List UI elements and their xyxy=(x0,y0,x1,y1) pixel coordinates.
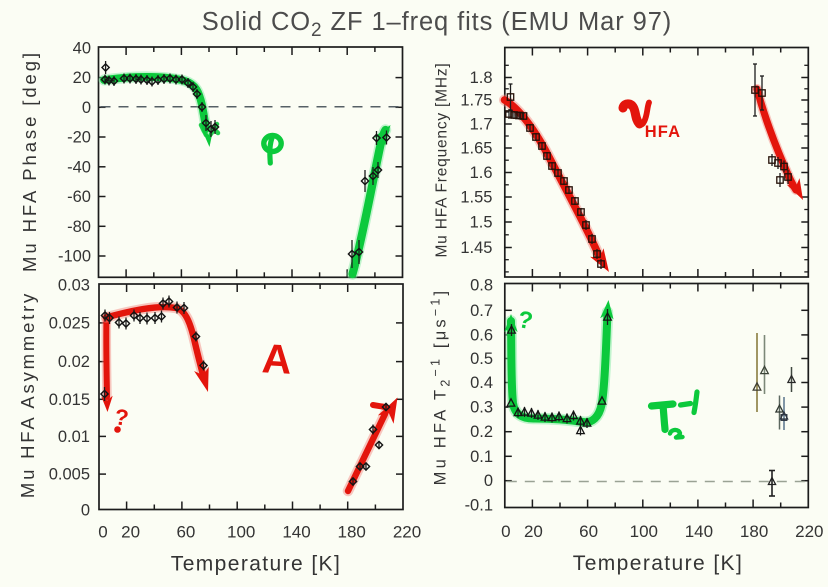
svg-text:0.8: 0.8 xyxy=(470,277,493,295)
svg-text:1.65: 1.65 xyxy=(460,140,492,158)
svg-text:Temperature [K]: Temperature [K] xyxy=(573,552,743,575)
svg-text:1.75: 1.75 xyxy=(460,92,492,110)
svg-text:?: ? xyxy=(113,404,130,431)
svg-text:140: 140 xyxy=(685,522,713,541)
svg-text:-80: -80 xyxy=(67,218,91,236)
svg-text:0.01: 0.01 xyxy=(58,428,90,446)
svg-text:20: 20 xyxy=(524,522,543,541)
svg-text:0.4: 0.4 xyxy=(470,374,493,392)
svg-text:0.6: 0.6 xyxy=(470,326,493,344)
svg-text:180: 180 xyxy=(338,523,366,542)
svg-text:-100: -100 xyxy=(58,248,91,266)
svg-text:-0.1: -0.1 xyxy=(465,496,493,514)
svg-text:-20: -20 xyxy=(67,129,91,147)
svg-text:Mu HFA Frequency [MHz]: Mu HFA Frequency [MHz] xyxy=(434,62,451,257)
svg-text:100: 100 xyxy=(630,522,658,541)
svg-text:20: 20 xyxy=(121,523,140,542)
svg-text:Temperature [K]: Temperature [K] xyxy=(171,553,341,576)
svg-text:A: A xyxy=(261,335,293,382)
svg-text:0: 0 xyxy=(484,472,493,490)
svg-text:220: 220 xyxy=(393,523,421,542)
svg-text:0.015: 0.015 xyxy=(49,391,90,409)
svg-text:220: 220 xyxy=(795,522,823,541)
svg-text:1.7: 1.7 xyxy=(470,116,493,134)
svg-text:HFA: HFA xyxy=(645,123,682,141)
svg-text:60: 60 xyxy=(579,522,598,541)
svg-text:0: 0 xyxy=(98,523,107,542)
svg-text:0: 0 xyxy=(501,522,510,541)
svg-text:140: 140 xyxy=(282,523,310,542)
svg-text:180: 180 xyxy=(740,522,768,541)
svg-text:0.3: 0.3 xyxy=(470,399,493,417)
svg-text:1.55: 1.55 xyxy=(460,189,492,207)
svg-text:0.005: 0.005 xyxy=(49,466,90,484)
svg-text:0.5: 0.5 xyxy=(470,350,493,368)
svg-text:1.8: 1.8 xyxy=(470,69,493,87)
svg-text:0.2: 0.2 xyxy=(470,423,493,441)
svg-text:0.025: 0.025 xyxy=(49,314,90,332)
svg-text:0.02: 0.02 xyxy=(58,353,90,371)
svg-text:0.7: 0.7 xyxy=(470,302,493,320)
svg-text:0: 0 xyxy=(82,99,91,117)
svg-text:1.5: 1.5 xyxy=(470,214,493,232)
svg-text:0: 0 xyxy=(81,502,90,520)
svg-text:?: ? xyxy=(516,306,535,335)
svg-text:-60: -60 xyxy=(67,188,91,206)
svg-text:60: 60 xyxy=(176,523,195,542)
svg-text:1.6: 1.6 xyxy=(470,164,493,182)
svg-text:100: 100 xyxy=(227,523,255,542)
svg-text:Solid CO2 ZF 1–freq fits (EMU: Solid CO2 ZF 1–freq fits (EMU Mar 97) xyxy=(202,8,672,41)
svg-text:0.1: 0.1 xyxy=(470,448,493,466)
svg-text:Mu HFA Asymmetry: Mu HFA Asymmetry xyxy=(17,291,38,498)
svg-text:0.03: 0.03 xyxy=(58,277,90,295)
svg-text:20: 20 xyxy=(73,69,91,87)
svg-text:1.45: 1.45 xyxy=(460,239,492,257)
svg-text:Mu HFA Phase [deg]: Mu HFA Phase [deg] xyxy=(19,50,40,272)
svg-text:40: 40 xyxy=(73,39,91,57)
svg-text:-40: -40 xyxy=(67,158,91,176)
